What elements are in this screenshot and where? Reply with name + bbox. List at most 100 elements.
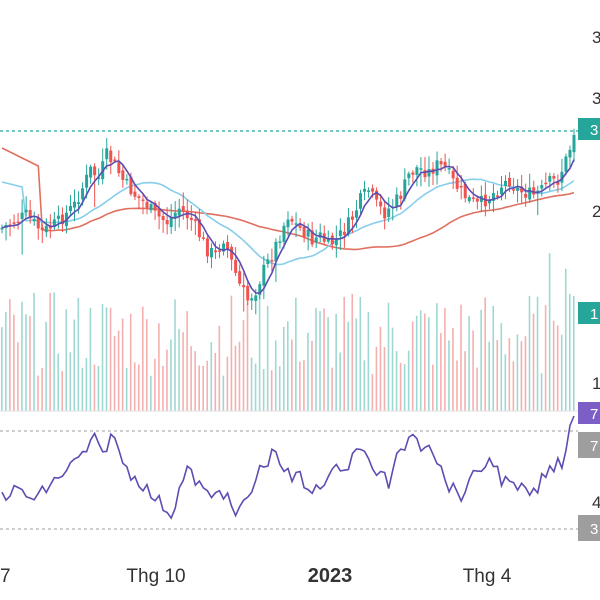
volume-bar	[540, 373, 543, 411]
volume-bar	[97, 365, 100, 411]
volume-bar	[182, 332, 184, 411]
candle-body	[258, 284, 262, 295]
candle-body	[121, 170, 125, 180]
candle	[137, 194, 141, 210]
volume-bar	[419, 310, 422, 411]
candle	[544, 172, 548, 188]
candle-body	[137, 196, 141, 199]
candle-body	[499, 187, 503, 195]
candle-body	[516, 187, 520, 191]
candle-body	[133, 191, 137, 197]
volume-bar	[81, 367, 84, 411]
candle-body	[540, 185, 544, 189]
candle	[407, 171, 411, 186]
candle	[435, 151, 439, 185]
volume-bar	[9, 298, 11, 411]
volume-bar	[262, 368, 265, 411]
candle-body	[556, 181, 560, 185]
volume-bar	[452, 327, 454, 411]
candle-body	[218, 250, 222, 252]
volume-bar	[456, 360, 458, 411]
candle-body	[367, 190, 371, 192]
volume-bar	[460, 304, 462, 411]
candle	[399, 191, 403, 210]
volume-bar	[343, 296, 345, 411]
volume-bar	[113, 335, 116, 411]
candle-body	[568, 149, 572, 158]
price-tick-label: 3	[592, 28, 600, 47]
candle	[44, 218, 48, 238]
candle-body	[443, 161, 447, 167]
candle	[68, 195, 72, 215]
candle	[423, 156, 427, 182]
rsi-line	[1, 415, 575, 520]
candle-body	[52, 219, 56, 227]
candle	[230, 244, 234, 271]
volume-bar	[536, 296, 539, 411]
candle-body	[165, 220, 169, 225]
candle-body	[201, 237, 205, 239]
candle-body	[97, 177, 101, 179]
candle-body	[157, 209, 161, 217]
candle-body	[169, 216, 173, 228]
candle-body	[77, 202, 81, 204]
candle	[379, 193, 383, 215]
candle-body	[306, 229, 310, 237]
candle	[238, 264, 242, 287]
volume-bar	[174, 299, 176, 411]
x-tick-label: Thg 10	[126, 566, 185, 587]
candle	[24, 196, 28, 217]
volume-bar	[399, 362, 402, 411]
volume-bar	[524, 336, 527, 411]
candle-body	[375, 190, 379, 200]
candle	[85, 164, 89, 199]
candle	[342, 223, 346, 248]
candle	[572, 128, 576, 163]
candle	[286, 211, 290, 236]
volume-bar	[21, 301, 23, 411]
volume-bar	[1, 327, 3, 411]
volume-bar	[230, 295, 233, 411]
volume-bar	[45, 321, 47, 411]
candle	[451, 165, 455, 190]
volume-bar	[484, 297, 486, 411]
volume-bar	[295, 297, 297, 411]
candle-body	[113, 159, 117, 161]
candle	[564, 153, 568, 176]
candle	[28, 199, 32, 224]
candle-body	[36, 217, 40, 229]
candle	[262, 255, 266, 300]
candle	[205, 235, 209, 264]
candle	[161, 212, 165, 233]
candle-body	[544, 182, 548, 185]
candle	[278, 235, 282, 249]
candle	[487, 195, 491, 210]
candle	[89, 164, 93, 184]
candle-body	[338, 230, 342, 237]
volume-bar	[307, 332, 309, 411]
candle-body	[383, 207, 387, 219]
candle-body	[145, 201, 149, 209]
candle-body	[310, 230, 314, 245]
volume-bar	[238, 341, 241, 411]
volume-bar	[315, 307, 317, 411]
candle	[314, 229, 318, 249]
candle-body	[0, 227, 4, 230]
candle	[512, 178, 516, 195]
candle-body	[32, 218, 36, 222]
candle-body	[463, 183, 467, 199]
volume-bar	[403, 364, 406, 411]
volume-bar	[190, 346, 192, 411]
candle	[258, 281, 262, 300]
candle	[213, 241, 217, 260]
candle	[12, 214, 16, 229]
volume-bar	[391, 327, 394, 411]
candle-body	[467, 197, 471, 202]
candle-body	[250, 298, 254, 301]
candle	[326, 230, 330, 244]
candle-body	[85, 174, 89, 188]
volume-bar	[323, 308, 325, 411]
volume-bar	[137, 364, 140, 411]
volume-bar	[444, 308, 446, 411]
